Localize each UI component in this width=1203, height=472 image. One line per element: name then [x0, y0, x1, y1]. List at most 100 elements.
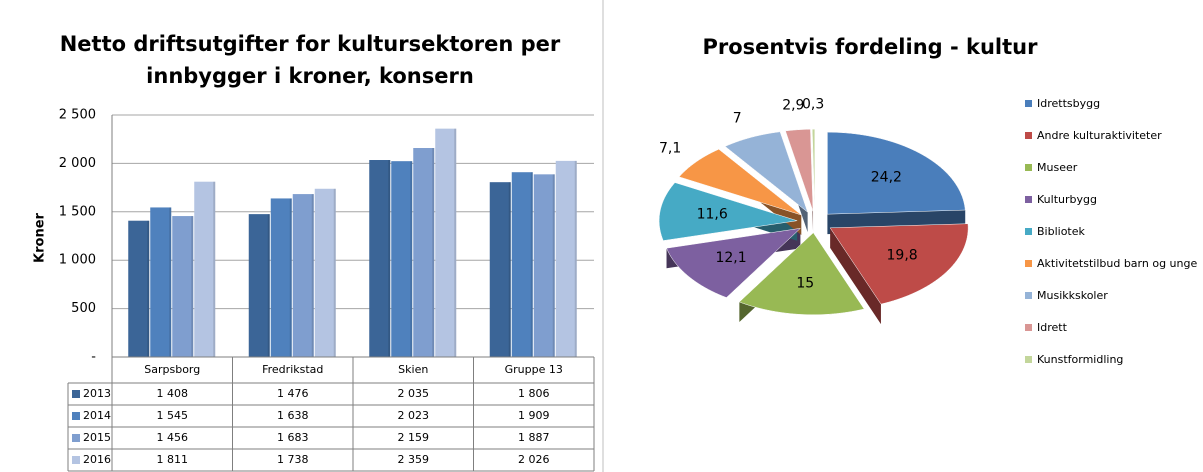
- bar: [435, 128, 457, 357]
- legend-swatch: [72, 456, 80, 464]
- table-cell: 1 806: [518, 387, 550, 400]
- bar: [172, 216, 194, 357]
- table-cell: 1 887: [518, 431, 550, 444]
- pie-slice: [738, 232, 865, 315]
- legend-swatch: [1025, 324, 1032, 331]
- bar-shade: [311, 194, 314, 357]
- data-label: 24,2: [871, 169, 902, 185]
- legend-swatch: [1025, 260, 1032, 267]
- legend-swatch: [1025, 292, 1032, 299]
- legend-label: Idrettsbygg: [1037, 97, 1100, 110]
- legend-swatch: [1025, 228, 1032, 235]
- legend-swatch: [1025, 196, 1032, 203]
- bar-shade: [552, 174, 555, 357]
- data-label: 19,8: [887, 247, 918, 263]
- table-cell: 1 909: [518, 409, 550, 422]
- x-tick-label: Fredrikstad: [262, 363, 323, 376]
- data-label: 0,3: [802, 97, 824, 113]
- x-tick-label: Sarpsborg: [144, 363, 200, 376]
- legend-label: 2013: [83, 387, 111, 400]
- table-cell: 2 159: [398, 431, 430, 444]
- bar: [413, 148, 435, 357]
- data-label: 2,9: [782, 97, 804, 113]
- legend-label: Musikkskoler: [1037, 289, 1108, 302]
- pie-slice: [658, 182, 798, 241]
- bar-shade: [530, 172, 533, 357]
- bar: [555, 160, 577, 357]
- bar: [150, 207, 172, 357]
- legend-label: Kulturbygg: [1037, 193, 1097, 206]
- legend-swatch: [1025, 356, 1032, 363]
- legend-label: Bibliotek: [1037, 225, 1086, 238]
- bar-shade: [333, 188, 336, 357]
- legend-label: 2016: [83, 453, 111, 466]
- legend-swatch: [72, 390, 80, 398]
- bar: [248, 214, 270, 357]
- pie-slice: [678, 148, 802, 216]
- pie-slice: [811, 128, 816, 212]
- bar-shade: [454, 128, 457, 357]
- data-label: 7,1: [659, 140, 681, 156]
- pie-slice: [829, 223, 969, 305]
- pie-slice: [785, 129, 814, 212]
- table-cell: 1 811: [157, 453, 189, 466]
- y-tick-label: -: [91, 350, 96, 365]
- table-cell: 1 476: [277, 387, 309, 400]
- bar: [270, 198, 292, 357]
- legend-swatch: [1025, 100, 1032, 107]
- table-cell: 1 638: [277, 409, 309, 422]
- data-label: 15: [796, 275, 814, 291]
- bar-shade: [388, 160, 391, 357]
- y-tick-label: 2 000: [59, 156, 96, 171]
- chart-title: Netto driftsutgifter for kultursektoren …: [60, 32, 561, 56]
- legend-label: Andre kulturaktiviteter: [1037, 129, 1162, 142]
- bar-shade: [213, 181, 216, 357]
- bar: [533, 174, 555, 357]
- legend-swatch: [72, 412, 80, 420]
- legend-swatch: [1025, 132, 1032, 139]
- y-tick-label: 2 500: [59, 108, 96, 123]
- table-cell: 1 456: [157, 431, 189, 444]
- bar: [128, 220, 150, 357]
- table-cell: 1 545: [157, 409, 189, 422]
- data-label: 12,1: [715, 250, 746, 266]
- bar: [391, 161, 413, 357]
- bar-shade: [432, 148, 435, 357]
- table-cell: 2 026: [518, 453, 550, 466]
- bar-shade: [169, 207, 172, 357]
- bar: [194, 181, 216, 357]
- chart-title: innbygger i kroner, konsern: [146, 64, 474, 88]
- legend-label: 2015: [83, 431, 111, 444]
- bar: [489, 182, 511, 357]
- bar: [369, 160, 391, 357]
- data-label: 7: [733, 111, 742, 127]
- legend-swatch: [1025, 164, 1032, 171]
- table-cell: 2 359: [398, 453, 430, 466]
- bar: [314, 188, 336, 357]
- table-cell: 1 738: [277, 453, 309, 466]
- chart-title: Prosentvis fordeling - kultur: [703, 35, 1039, 59]
- y-tick-label: 1 000: [59, 253, 96, 268]
- bar-shade: [267, 214, 270, 357]
- legend-label: Idrett: [1037, 321, 1068, 334]
- bar-shade: [191, 216, 194, 357]
- y-axis-label: Kroner: [33, 212, 48, 262]
- data-label: 11,6: [697, 207, 728, 223]
- table-cell: 1 408: [157, 387, 189, 400]
- bar-shade: [410, 161, 413, 357]
- bar: [511, 172, 533, 357]
- bar: [292, 194, 314, 357]
- pie-slice: [827, 131, 966, 215]
- legend-label: 2014: [83, 409, 111, 422]
- table-cell: 1 683: [277, 431, 309, 444]
- table-cell: 2 035: [398, 387, 430, 400]
- legend-label: Kunstformidling: [1037, 353, 1123, 366]
- legend-label: Museer: [1037, 161, 1078, 174]
- y-tick-label: 500: [71, 301, 96, 316]
- bar-shade: [508, 182, 511, 357]
- legend-label: Aktivitetstilbud barn og unge: [1037, 257, 1197, 270]
- x-tick-label: Skien: [398, 363, 428, 376]
- pie-slice: [666, 227, 802, 298]
- bar-shade: [574, 160, 577, 357]
